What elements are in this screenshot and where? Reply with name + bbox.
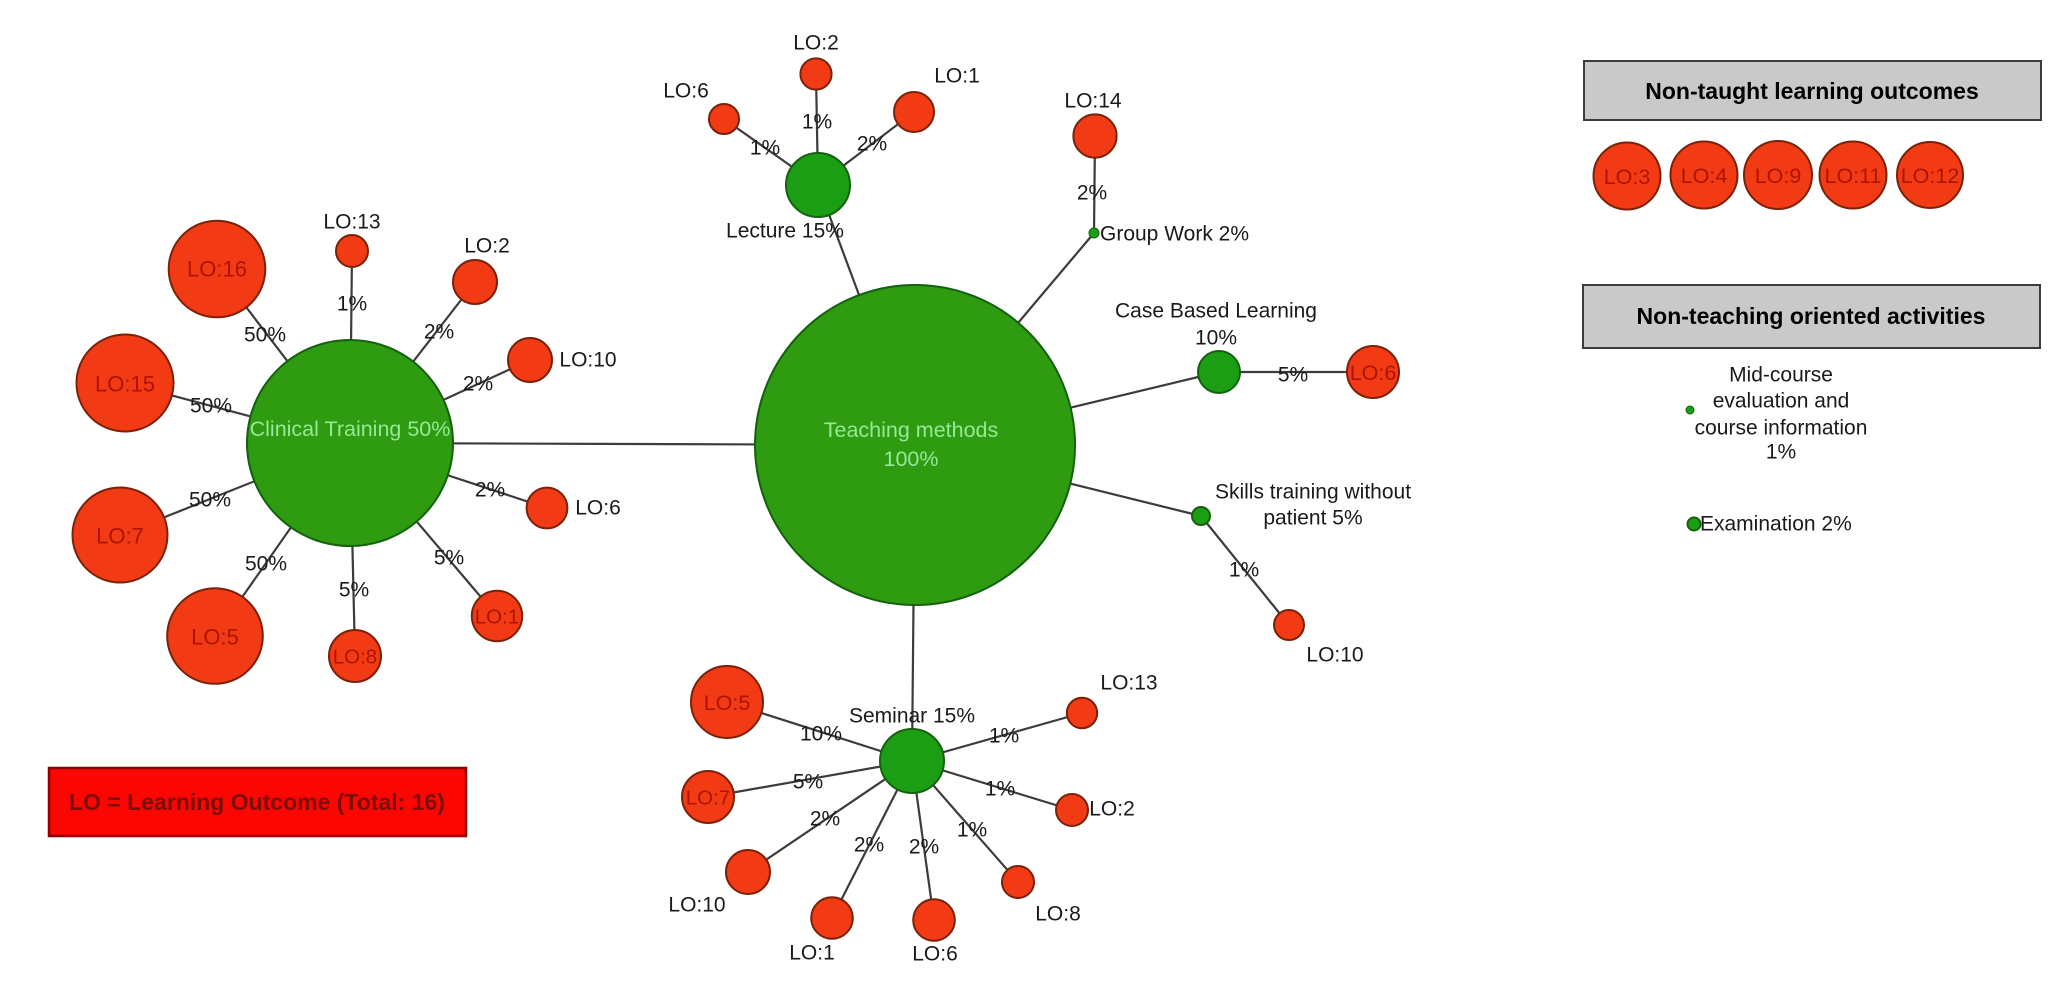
svg-text:LO:1: LO:1 [789, 942, 835, 965]
svg-text:LO:8: LO:8 [333, 646, 377, 669]
svg-text:Examination 2%: Examination 2% [1700, 513, 1852, 536]
svg-text:LO:10: LO:10 [668, 894, 725, 917]
svg-text:10%: 10% [1195, 327, 1237, 350]
svg-text:Mid-course: Mid-course [1729, 364, 1833, 387]
svg-text:LO:2: LO:2 [793, 32, 839, 55]
svg-text:LO:16: LO:16 [187, 257, 247, 282]
svg-text:LO:6: LO:6 [663, 80, 709, 103]
svg-text:2%: 2% [463, 373, 493, 396]
svg-text:1%: 1% [337, 293, 367, 316]
svg-text:LO:5: LO:5 [191, 625, 239, 650]
svg-text:5%: 5% [793, 771, 823, 794]
svg-text:Group Work 2%: Group Work 2% [1100, 223, 1249, 246]
svg-text:LO:7: LO:7 [686, 787, 730, 810]
svg-text:5%: 5% [1278, 364, 1308, 387]
svg-text:LO:13: LO:13 [1100, 672, 1157, 695]
svg-text:LO:11: LO:11 [1825, 164, 1882, 188]
svg-text:LO:2: LO:2 [1089, 798, 1135, 821]
svg-text:2%: 2% [475, 479, 505, 502]
svg-text:5%: 5% [339, 579, 369, 602]
svg-text:LO:13: LO:13 [323, 211, 380, 234]
svg-text:2%: 2% [810, 808, 840, 831]
svg-text:Lecture 15%: Lecture 15% [726, 220, 844, 243]
svg-text:evaluation and: evaluation and [1713, 390, 1850, 413]
svg-text:2%: 2% [424, 321, 454, 344]
svg-text:course information: course information [1695, 417, 1868, 440]
svg-text:50%: 50% [189, 489, 231, 512]
svg-text:100%: 100% [884, 447, 939, 471]
svg-text:LO:1: LO:1 [934, 65, 980, 88]
svg-text:2%: 2% [857, 133, 887, 156]
svg-text:50%: 50% [244, 324, 286, 347]
svg-text:LO:5: LO:5 [704, 691, 751, 715]
svg-text:1%: 1% [802, 111, 832, 134]
svg-text:5%: 5% [434, 547, 464, 570]
svg-text:LO:10: LO:10 [1306, 644, 1363, 667]
svg-text:LO:9: LO:9 [1755, 164, 1802, 188]
svg-text:LO:10: LO:10 [559, 349, 616, 372]
svg-text:LO:7: LO:7 [96, 524, 144, 549]
svg-text:LO:6: LO:6 [575, 497, 621, 520]
svg-text:LO:12: LO:12 [1901, 164, 1960, 188]
svg-text:patient 5%: patient 5% [1263, 507, 1362, 530]
svg-text:Non-taught learning outcomes: Non-taught learning outcomes [1645, 78, 1979, 104]
svg-text:LO:14: LO:14 [1064, 90, 1122, 113]
svg-text:50%: 50% [190, 395, 232, 418]
svg-text:LO:3: LO:3 [1604, 165, 1651, 189]
svg-text:LO:1: LO:1 [475, 606, 519, 629]
svg-text:LO:2: LO:2 [464, 235, 510, 258]
svg-text:1%: 1% [957, 819, 987, 842]
svg-text:1%: 1% [989, 725, 1019, 748]
svg-text:Case Based Learning: Case Based Learning [1115, 300, 1317, 323]
svg-text:2%: 2% [909, 836, 939, 859]
svg-text:2%: 2% [854, 834, 884, 857]
svg-text:LO:8: LO:8 [1035, 903, 1081, 926]
svg-text:Clinical Training 50%: Clinical Training 50% [250, 417, 451, 441]
svg-text:1%: 1% [750, 137, 780, 160]
svg-text:Seminar 15%: Seminar 15% [849, 705, 975, 728]
svg-text:Teaching methods: Teaching methods [824, 418, 999, 442]
svg-text:LO = Learning Outcome (Total:: LO = Learning Outcome (Total: 16) [69, 789, 445, 815]
svg-text:Skills training without: Skills training without [1215, 481, 1411, 504]
svg-text:LO:15: LO:15 [95, 372, 155, 397]
svg-text:1%: 1% [985, 778, 1015, 801]
svg-text:1%: 1% [1766, 441, 1796, 464]
svg-text:50%: 50% [245, 553, 287, 576]
svg-text:2%: 2% [1077, 182, 1107, 205]
svg-text:Non-teaching oriented activiti: Non-teaching oriented activities [1637, 303, 1986, 329]
svg-text:LO:4: LO:4 [1681, 164, 1728, 188]
svg-text:1%: 1% [1229, 559, 1259, 582]
svg-text:LO:6: LO:6 [1350, 361, 1397, 385]
svg-text:10%: 10% [800, 723, 842, 746]
svg-text:LO:6: LO:6 [912, 943, 958, 966]
